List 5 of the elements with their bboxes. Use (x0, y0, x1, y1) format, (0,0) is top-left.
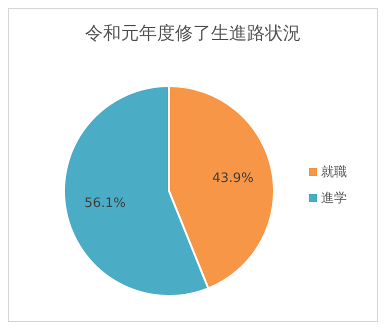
data-label: 56.1% (84, 196, 126, 211)
legend-label: 就職 (321, 165, 347, 180)
data-label: 43.9% (212, 171, 254, 186)
legend-label: 進学 (321, 191, 347, 206)
chart-title: 令和元年度修了生進路状況 (84, 22, 302, 46)
